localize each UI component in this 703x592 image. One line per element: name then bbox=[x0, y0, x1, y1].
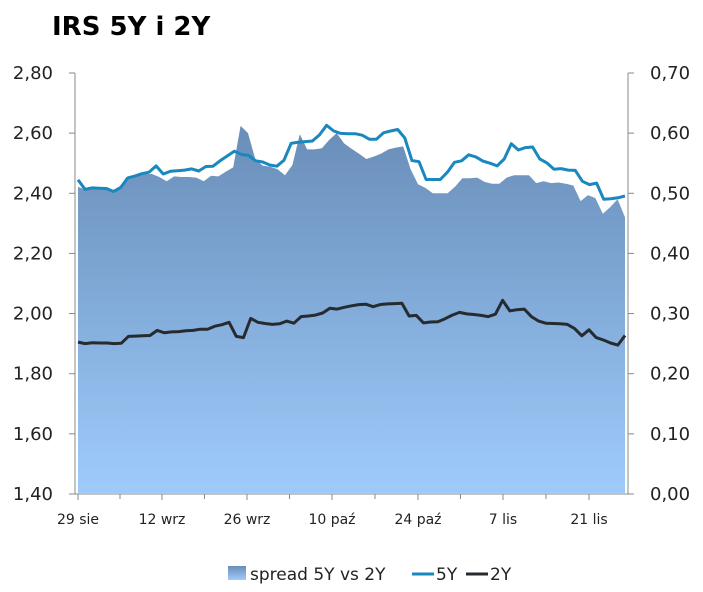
y-left-tick-label: 1,80 bbox=[13, 364, 53, 385]
y-right-tick-label: 0,70 bbox=[650, 63, 690, 84]
series-5y-line bbox=[76, 123, 626, 201]
legend-label-spread: spread 5Y vs 2Y bbox=[250, 565, 386, 585]
y-left-tick-label: 2,80 bbox=[13, 63, 53, 84]
y-left-tick-label: 2,40 bbox=[13, 183, 53, 204]
spread-area bbox=[78, 125, 625, 495]
y-right-tick-label: 0,10 bbox=[650, 424, 690, 445]
x-tick-label: 26 wrz bbox=[224, 512, 271, 528]
legend-label-2y: 2Y bbox=[490, 565, 512, 585]
y-left-tick-label: 2,00 bbox=[13, 304, 53, 325]
legend-swatch-spread bbox=[228, 566, 246, 580]
y-right-tick-label: 0,20 bbox=[650, 364, 690, 385]
x-tick-label: 24 paź bbox=[394, 512, 441, 528]
chart-title: IRS 5Y i 2Y bbox=[52, 12, 211, 42]
y-right-tick-label: 0,60 bbox=[650, 123, 690, 144]
x-tick-label: 7 lis bbox=[489, 512, 517, 528]
y-left-tick-label: 2,60 bbox=[13, 123, 53, 144]
y-right-tick-label: 0,50 bbox=[650, 183, 690, 204]
y-left-tick-label: 1,40 bbox=[13, 484, 53, 505]
y-right-tick-label: 0,00 bbox=[650, 484, 690, 505]
y-right-tick-label: 0,40 bbox=[650, 243, 690, 264]
x-tick-label: 12 wrz bbox=[139, 512, 186, 528]
x-tick-label: 21 lis bbox=[570, 512, 607, 528]
y-right-tick-label: 0,30 bbox=[650, 304, 690, 325]
x-tick-label: 10 paź bbox=[308, 512, 355, 528]
legend-label-5y: 5Y bbox=[436, 565, 458, 585]
x-tick-label: 29 sie bbox=[57, 512, 99, 528]
series-2y-line bbox=[77, 298, 627, 347]
y-left-tick-label: 1,60 bbox=[13, 424, 53, 445]
y-left-tick-label: 2,20 bbox=[13, 243, 53, 264]
